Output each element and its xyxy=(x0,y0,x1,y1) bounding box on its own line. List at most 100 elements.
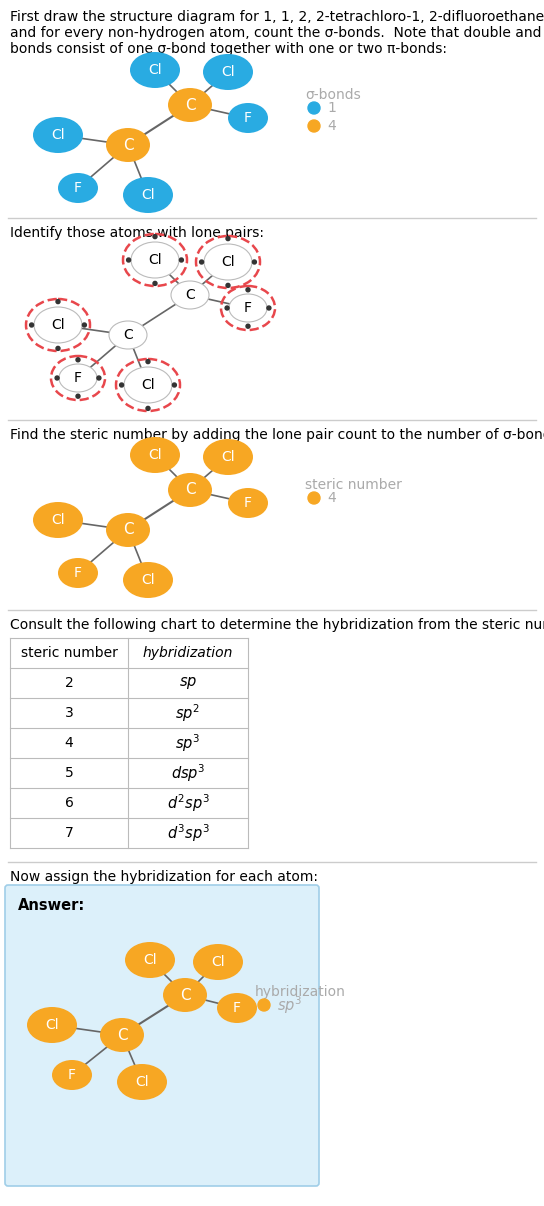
Text: $d^3sp^3$: $d^3sp^3$ xyxy=(166,822,209,844)
Text: Identify those atoms with lone pairs:: Identify those atoms with lone pairs: xyxy=(10,226,264,240)
Circle shape xyxy=(308,103,320,115)
Text: Cl: Cl xyxy=(148,447,162,462)
Ellipse shape xyxy=(168,473,212,507)
Ellipse shape xyxy=(58,558,98,589)
Text: F: F xyxy=(244,111,252,125)
Text: steric number: steric number xyxy=(305,478,402,492)
Ellipse shape xyxy=(125,942,175,978)
Circle shape xyxy=(82,323,86,327)
Ellipse shape xyxy=(193,944,243,980)
Text: F: F xyxy=(74,181,82,195)
Circle shape xyxy=(127,258,131,262)
Text: C: C xyxy=(123,137,133,152)
Text: 5: 5 xyxy=(65,766,73,780)
Text: C: C xyxy=(184,482,195,498)
Ellipse shape xyxy=(130,437,180,473)
Ellipse shape xyxy=(217,993,257,1023)
Circle shape xyxy=(225,306,229,310)
Text: Cl: Cl xyxy=(141,188,155,201)
Ellipse shape xyxy=(131,242,179,279)
Text: 4: 4 xyxy=(327,119,336,133)
Ellipse shape xyxy=(130,52,180,88)
Circle shape xyxy=(97,376,101,380)
Text: First draw the structure diagram for 1, 1, 2, 2-tetrachloro-1, 2-difluoroethane,: First draw the structure diagram for 1, … xyxy=(10,10,544,24)
Text: F: F xyxy=(68,1069,76,1082)
Text: F: F xyxy=(74,371,82,385)
Text: Cl: Cl xyxy=(221,65,235,80)
Text: Cl: Cl xyxy=(221,450,235,464)
Text: Cl: Cl xyxy=(135,1075,149,1089)
Circle shape xyxy=(308,121,320,131)
Circle shape xyxy=(200,260,203,264)
Ellipse shape xyxy=(229,294,267,322)
Ellipse shape xyxy=(123,562,173,598)
Ellipse shape xyxy=(168,88,212,122)
Text: $sp^2$: $sp^2$ xyxy=(176,702,201,724)
Ellipse shape xyxy=(27,1007,77,1043)
Text: F: F xyxy=(244,302,252,315)
Text: Cl: Cl xyxy=(148,63,162,77)
Circle shape xyxy=(246,324,250,328)
Text: 2: 2 xyxy=(65,677,73,690)
Circle shape xyxy=(226,236,230,241)
Circle shape xyxy=(172,384,176,387)
Circle shape xyxy=(153,281,157,286)
Text: Cl: Cl xyxy=(45,1018,59,1032)
Text: C: C xyxy=(184,98,195,112)
Text: F: F xyxy=(244,496,252,510)
Text: hybridization: hybridization xyxy=(255,985,346,999)
Ellipse shape xyxy=(33,502,83,538)
Text: 3: 3 xyxy=(65,706,73,720)
Circle shape xyxy=(56,346,60,351)
Text: bonds consist of one σ-bond together with one or two π-bonds:: bonds consist of one σ-bond together wit… xyxy=(10,42,447,55)
Ellipse shape xyxy=(203,439,253,475)
Circle shape xyxy=(258,999,270,1011)
Ellipse shape xyxy=(59,364,97,392)
Circle shape xyxy=(29,323,34,327)
Circle shape xyxy=(56,299,60,304)
Text: C: C xyxy=(123,522,133,538)
Ellipse shape xyxy=(100,1018,144,1052)
Ellipse shape xyxy=(58,172,98,203)
Ellipse shape xyxy=(203,54,253,90)
Text: Cl: Cl xyxy=(148,253,162,267)
Circle shape xyxy=(120,384,123,387)
Text: 4: 4 xyxy=(65,736,73,750)
Text: C: C xyxy=(116,1028,127,1042)
Text: 1: 1 xyxy=(327,101,336,115)
Text: hybridization: hybridization xyxy=(143,646,233,660)
Ellipse shape xyxy=(52,1060,92,1090)
Text: $d^2sp^3$: $d^2sp^3$ xyxy=(166,792,209,814)
Ellipse shape xyxy=(106,513,150,548)
FancyBboxPatch shape xyxy=(5,885,319,1185)
Text: Cl: Cl xyxy=(51,513,65,527)
Ellipse shape xyxy=(123,177,173,213)
Ellipse shape xyxy=(33,117,83,153)
Text: σ-bonds: σ-bonds xyxy=(305,88,361,103)
Text: 6: 6 xyxy=(65,796,73,810)
Ellipse shape xyxy=(106,128,150,162)
Text: C: C xyxy=(185,288,195,302)
Circle shape xyxy=(226,283,230,287)
Text: Cl: Cl xyxy=(221,254,235,269)
Text: $sp^3$: $sp^3$ xyxy=(277,994,302,1015)
Ellipse shape xyxy=(117,1064,167,1100)
Text: Cl: Cl xyxy=(141,377,155,392)
Text: and for every non-hydrogen atom, count the σ-bonds.  Note that double and triple: and for every non-hydrogen atom, count t… xyxy=(10,27,544,40)
Text: 4: 4 xyxy=(327,491,336,505)
Text: $sp^3$: $sp^3$ xyxy=(175,732,201,754)
Text: Cl: Cl xyxy=(143,953,157,967)
Circle shape xyxy=(146,406,150,410)
Text: $sp$: $sp$ xyxy=(179,675,197,691)
Circle shape xyxy=(246,288,250,292)
Ellipse shape xyxy=(228,488,268,519)
Text: Find the steric number by adding the lone pair count to the number of σ-bonds:: Find the steric number by adding the lon… xyxy=(10,428,544,443)
Text: C: C xyxy=(123,328,133,343)
Text: Cl: Cl xyxy=(51,128,65,142)
Circle shape xyxy=(76,394,80,398)
Circle shape xyxy=(308,492,320,504)
Text: C: C xyxy=(180,988,190,1002)
Text: Answer:: Answer: xyxy=(18,898,85,913)
Circle shape xyxy=(76,358,80,362)
Ellipse shape xyxy=(109,321,147,349)
